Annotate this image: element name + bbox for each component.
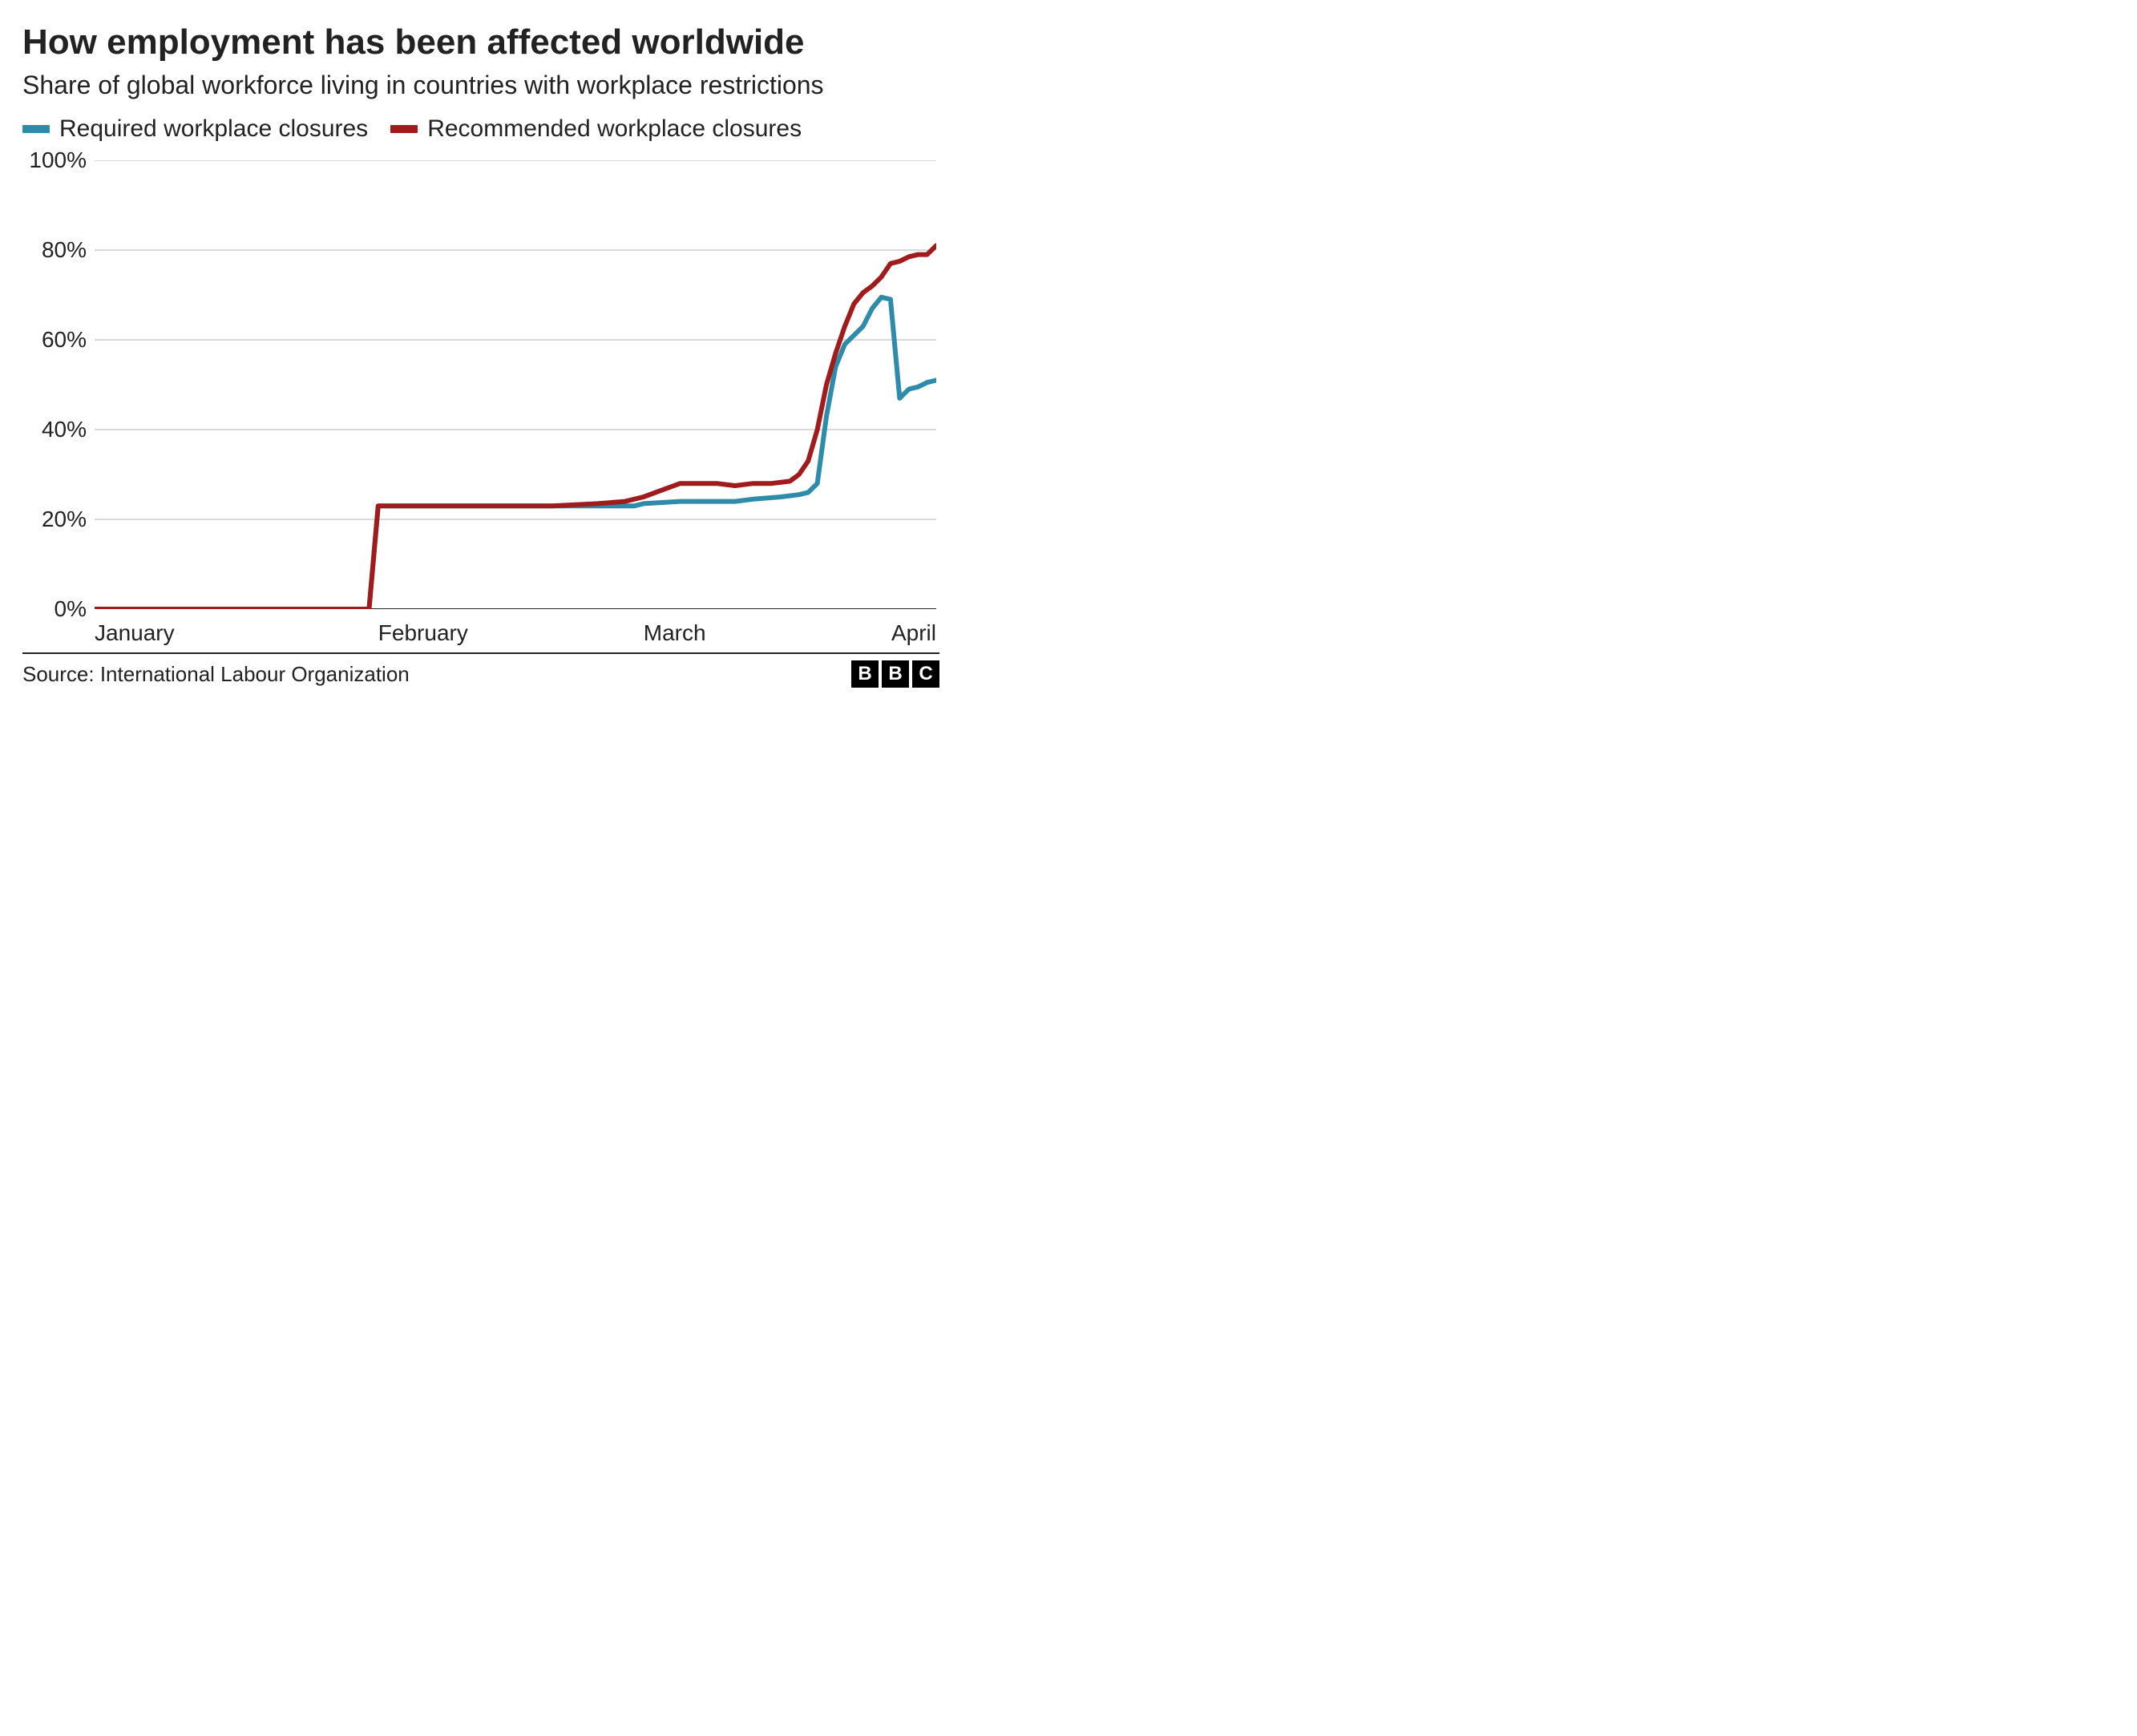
logo-letter: C [912, 660, 939, 688]
chart-svg [95, 160, 936, 609]
chart-container: How employment has been affected worldwi… [0, 0, 962, 697]
legend-label: Recommended workplace closures [427, 115, 802, 143]
bbc-logo: B B C [851, 660, 939, 688]
legend-swatch [390, 125, 418, 133]
x-tick-label: March [644, 609, 706, 646]
chart-subtitle: Share of global workforce living in coun… [22, 69, 939, 101]
legend-item: Required workplace closures [22, 115, 368, 143]
source-label: Source: International Labour Organizatio… [22, 662, 410, 687]
y-tick-label: 80% [42, 237, 95, 263]
x-tick-label: February [378, 609, 468, 646]
series-line [95, 245, 936, 609]
logo-letter: B [882, 660, 909, 688]
legend: Required workplace closures Recommended … [22, 115, 939, 143]
plot-area: 0%20%40%60%80%100%JanuaryFebruaryMarchAp… [95, 160, 936, 609]
x-tick-label: January [95, 609, 175, 646]
y-tick-label: 60% [42, 327, 95, 353]
logo-letter: B [851, 660, 879, 688]
footer: Source: International Labour Organizatio… [22, 652, 939, 688]
legend-swatch [22, 125, 50, 133]
y-tick-label: 100% [29, 147, 95, 173]
y-tick-label: 0% [55, 596, 95, 622]
x-tick-label: April [891, 609, 936, 646]
legend-label: Required workplace closures [59, 115, 368, 143]
y-tick-label: 20% [42, 507, 95, 532]
y-tick-label: 40% [42, 417, 95, 442]
legend-item: Recommended workplace closures [390, 115, 802, 143]
chart-title: How employment has been affected worldwi… [22, 22, 939, 63]
